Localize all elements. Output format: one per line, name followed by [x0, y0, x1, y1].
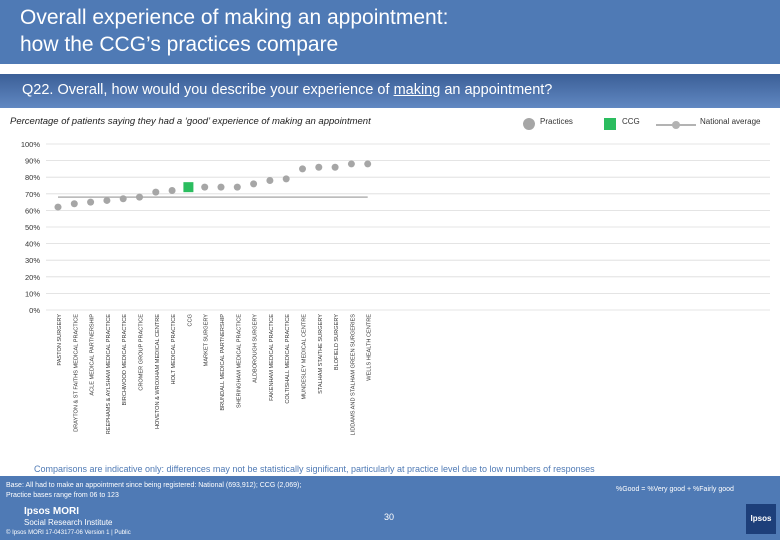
x-tick-label: FAKENHAM MEDICAL PRACTICE	[269, 314, 275, 401]
y-tick-label: 50%	[25, 223, 40, 232]
x-tick-label: BIRCHWOOD MEDICAL PRACTICE	[122, 314, 128, 406]
practice-point	[168, 186, 176, 194]
question-bar: Q22. Overall, how would you describe you…	[0, 74, 780, 108]
practice-point	[201, 183, 209, 191]
question-suffix: an appointment?	[440, 82, 553, 98]
practice-point	[70, 200, 78, 208]
page-title: Overall experience of making an appointm…	[20, 4, 760, 58]
practice-point	[347, 160, 355, 168]
practice-point	[266, 177, 274, 185]
x-tick-label: CROMER GROUP PRACTICE	[139, 314, 145, 391]
practice-point	[87, 198, 95, 206]
base-line-2: Practice bases range from 06 to 123	[6, 492, 119, 499]
practice-point	[152, 188, 160, 196]
legend-national-marker	[656, 121, 696, 129]
legend-ccg-marker	[604, 118, 616, 130]
question-underlined: making	[393, 82, 441, 98]
y-tick-label: 60%	[25, 206, 40, 215]
x-tick-label: MARKET SURGERY	[204, 314, 210, 367]
y-tick-label: 0%	[29, 306, 40, 315]
x-tick-label: HOVETON & WROXHAM MEDICAL CENTRE	[155, 314, 161, 429]
y-tick-label: 40%	[25, 240, 40, 249]
practice-point	[282, 175, 290, 183]
title-line-1: Overall experience of making an appointm…	[20, 6, 449, 29]
ccg-point	[183, 182, 194, 193]
x-tick-label: BLOFIELD SURGERY	[334, 314, 340, 370]
question-prefix: Q22. Overall, how would you describe you…	[22, 82, 394, 98]
ipsos-mori-logo: Ipsos MORI Social Research Institute	[24, 506, 113, 527]
practice-point	[315, 163, 323, 171]
x-tick-label: ACLE MEDICAL PARTNERSHIP	[90, 314, 96, 396]
chart: 0% 10% 20% 30% 40% 50% 60% 70% 80% 90% 100% PASTON …	[21, 140, 770, 436]
x-tick-label: STALHAM STAITHE SURGERY	[318, 314, 324, 394]
legend-practices-marker	[523, 118, 535, 130]
y-tick-label: 10%	[25, 289, 40, 298]
logo-line-1: Ipsos MORI	[24, 506, 80, 517]
legend-national-label: National average	[700, 117, 761, 126]
y-tick-label: 20%	[25, 273, 40, 282]
practice-point	[136, 193, 143, 201]
legend-ccg-label: CCG	[622, 117, 640, 126]
legend-practices-label: Practices	[540, 117, 573, 126]
question-text: Q22. Overall, how would you describe you…	[22, 82, 552, 98]
x-tick-label: DRAYTON & ST FAITHS MEDICAL PRACTICE	[73, 314, 79, 432]
ipsos-badge: Ipsos	[746, 504, 776, 534]
x-tick-label: SHERINGHAM MEDICAL PRACTICE	[236, 314, 242, 408]
practice-point	[103, 196, 111, 204]
y-tick-label: 70%	[25, 190, 40, 199]
x-tick-label: MUNDESLEY MEDICAL CENTRE	[302, 314, 308, 400]
x-tick-label: CCG	[187, 314, 193, 326]
x-tick-label: ALDBOROUGH SURGERY	[253, 314, 259, 383]
chart-subtitle: Percentage of patients saying they had a…	[10, 116, 371, 127]
practice-point	[54, 203, 62, 211]
y-tick-label: 90%	[25, 157, 40, 166]
practice-point	[299, 165, 306, 173]
page-number: 30	[384, 512, 395, 522]
practice-point	[364, 160, 372, 168]
logo-line-2: Social Research Institute	[24, 518, 113, 527]
practice-point	[250, 180, 258, 188]
x-tick-label: WELLS HEALTH CENTRE	[367, 314, 373, 381]
base-line-1: Base: All had to make an appointment sin…	[6, 482, 302, 489]
base-note: Base: All had to make an appointment sin…	[6, 481, 386, 501]
practice-point	[217, 183, 225, 191]
title-line-2: how the CCG’s practices compare	[20, 33, 339, 56]
x-tick-label: BRUNDALL MEDICAL PARTNERSHIP	[220, 314, 226, 411]
y-tick-label: 80%	[25, 173, 40, 182]
header-banner: Overall experience of making an appointm…	[0, 0, 780, 64]
good-key: %Good = %Very good + %Fairly good	[616, 486, 734, 493]
practice-point	[119, 195, 127, 203]
x-tick-label: LIDDAMS AND STALHAM GREEN SURGERIES	[350, 314, 356, 436]
practice-point	[331, 163, 339, 171]
x-tick-label: PASTON SURGERY	[57, 314, 63, 366]
copyright: © Ipsos MORI 17-043177-06 Version 1 | Pu…	[6, 530, 131, 536]
footer: Base: All had to make an appointment sin…	[0, 476, 780, 540]
practice-point	[233, 183, 241, 191]
y-tick-label: 30%	[25, 256, 40, 265]
x-tick-label: HOLT MEDICAL PRACTICE	[171, 314, 177, 385]
y-tick-label: 100%	[21, 140, 41, 149]
x-tick-label: COLTISHALL MEDICAL PRACTICE	[285, 314, 291, 404]
comparisons-note: Comparisons are indicative only: differe…	[34, 464, 595, 474]
x-tick-label: REEPHAMS & AYLSHAM MEDICAL PRACTICE	[106, 314, 112, 435]
